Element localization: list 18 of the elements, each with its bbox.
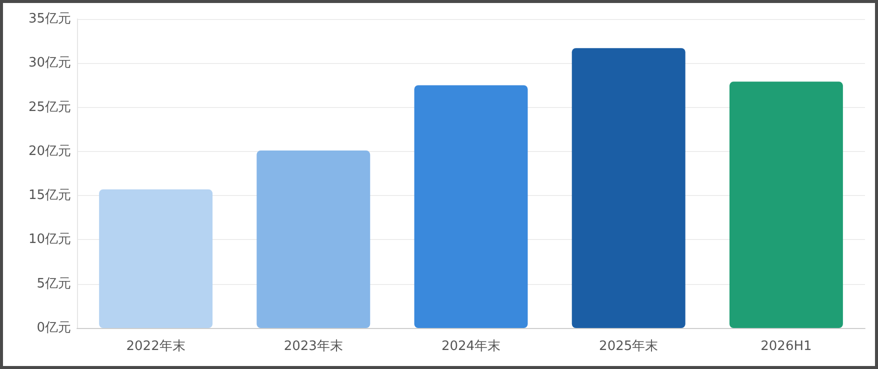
x-tick-label: 2025年末 [599, 339, 658, 354]
bar [99, 189, 213, 328]
bar [256, 150, 370, 328]
x-tick-label: 2024年末 [441, 339, 501, 354]
bar [414, 85, 528, 328]
y-tick-label: 10亿元 [28, 232, 71, 248]
bar [729, 82, 843, 328]
y-tick-label: 30亿元 [28, 56, 71, 71]
x-tick-label: 2026H1 [760, 339, 812, 354]
y-tick-label: 25亿元 [28, 100, 71, 115]
y-tick-label: 15亿元 [28, 188, 71, 204]
y-tick-label: 5亿元 [36, 276, 71, 292]
x-tick-label: 2022年末 [126, 339, 186, 354]
bar [572, 48, 686, 328]
y-tick-label: 0亿元 [36, 320, 71, 336]
y-tick-label: 20亿元 [28, 144, 71, 159]
y-tick-label: 35亿元 [28, 12, 71, 26]
x-tick-label: 2023年末 [284, 339, 343, 354]
